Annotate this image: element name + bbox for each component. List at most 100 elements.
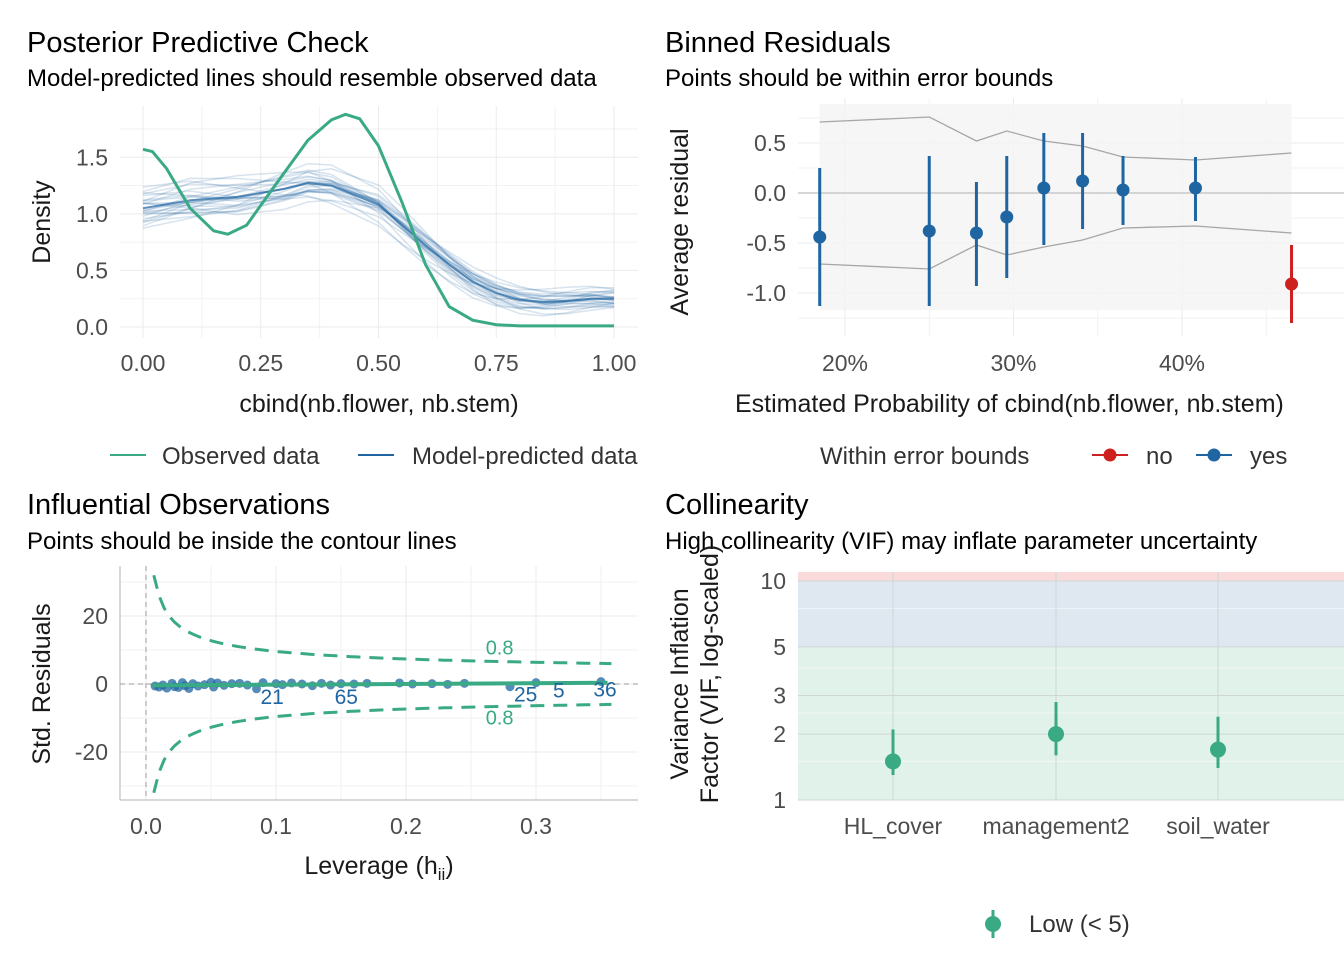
binned-point — [1000, 210, 1014, 224]
binned-error-band — [798, 104, 1344, 310]
ppc-subtitle: Model-predicted lines should resemble ob… — [27, 65, 597, 92]
legend-observed-label: Observed data — [162, 443, 320, 470]
binned-x-axis-label: Estimated Probability of cbind(nb.flower… — [735, 390, 1284, 418]
binned-title: Binned Residuals — [665, 27, 891, 59]
legend-yes-label: yes — [1250, 443, 1287, 470]
binned-y-axis-label: Average residual — [666, 128, 694, 315]
ppc-predicted-replicate-line — [142, 187, 615, 304]
binned-y-tick-label: 0.5 — [754, 130, 786, 156]
binned-y-tick-label: -0.5 — [746, 230, 786, 256]
binned-x-tick-label: 30% — [990, 350, 1036, 376]
influence-x-axis-label: Leverage (hii) — [304, 852, 453, 884]
ppc-x-tick-label: 0.25 — [238, 350, 283, 376]
ppc-predicted-replicate-line — [142, 199, 615, 302]
binned-panel: 20% 30% 40% -1.0 -0.5 0.0 0.5 Binned Residuals… — [665, 27, 1344, 470]
collinearity-x-tick-label: soil_water — [1166, 813, 1270, 839]
influence-x-tick-label: 0.1 — [260, 813, 292, 839]
ppc-predicted-replicate-line — [142, 169, 615, 310]
collinearity-y-tick-label: 3 — [773, 683, 786, 709]
binned-point — [969, 226, 983, 240]
binned-point — [813, 230, 827, 244]
legend-no-swatch-dot — [1103, 448, 1117, 462]
ppc-x-tick-label: 1.00 — [592, 350, 637, 376]
binned-y-tick-label: 0.0 — [754, 180, 786, 206]
binned-point — [1037, 181, 1051, 195]
binned-point — [1076, 174, 1090, 188]
binned-point — [1188, 181, 1202, 195]
binned-error-band-fill — [819, 104, 1292, 310]
ppc-observed-line — [142, 112, 614, 328]
ppc-y-tick-label: 1.0 — [76, 201, 108, 227]
binned-subtitle: Points should be within error bounds — [665, 65, 1053, 92]
influence-loess-line — [152, 680, 608, 688]
ppc-predicted-replicate-line — [142, 176, 615, 305]
binned-legend: Within error bounds no yes — [820, 443, 1287, 470]
collinearity-x-tick-label: HL_cover — [844, 813, 943, 839]
ppc-y-tick-label: 0.0 — [76, 314, 108, 340]
influence-title: Influential Observations — [27, 489, 330, 521]
ppc-grid — [120, 106, 638, 338]
influence-y-tick-label: 20 — [82, 603, 108, 629]
collinearity-points — [885, 702, 1226, 776]
ppc-predicted-replicate-line — [142, 190, 615, 306]
ppc-x-tick-label: 0.75 — [474, 350, 519, 376]
ppc-x-axis-label: cbind(nb.flower, nb.stem) — [239, 390, 518, 418]
collinearity-point — [885, 753, 901, 770]
collinearity-subtitle: High collinearity (VIF) may inflate para… — [665, 528, 1257, 555]
influence-point-label: 21 — [261, 686, 284, 709]
influence-x-tick-label: 0.3 — [520, 813, 552, 839]
influence-y-tick-label: 0 — [95, 671, 108, 697]
binned-point — [1116, 183, 1130, 197]
legend-predicted-label: Model-predicted data — [412, 443, 638, 470]
ppc-lines — [142, 112, 615, 328]
collinearity-point — [1210, 741, 1226, 758]
ppc-x-tick-label: 0.00 — [121, 350, 166, 376]
collinearity-panel: HL_cover management2 soil_water 1 2 3 5 10 Coll… — [665, 489, 1344, 938]
influence-contour-label: 0.8 — [486, 707, 514, 729]
ppc-y-tick-label: 0.5 — [76, 257, 108, 283]
binned-points — [813, 133, 1299, 323]
influence-x-tick-label: 0.2 — [390, 813, 422, 839]
collinearity-low-zone — [798, 646, 1344, 800]
collinearity-y-tick-label: 1 — [773, 787, 786, 813]
binned-legend-title: Within error bounds — [820, 443, 1029, 470]
collinearity-zones — [798, 571, 1344, 800]
ppc-ticks: 0.00 0.25 0.50 0.75 1.00 0.0 0.5 1.0 1.5 — [76, 144, 636, 376]
binned-point — [922, 224, 936, 238]
ppc-predicted-replicate-line — [142, 185, 615, 299]
ppc-predicted-replicate-line — [142, 162, 615, 317]
collinearity-y-tick-label: 2 — [773, 721, 786, 747]
influence-contour-label: 0.8 — [486, 638, 514, 660]
ppc-x-tick-label: 0.50 — [356, 350, 401, 376]
ppc-y-axis-label: Density — [28, 180, 56, 264]
collinearity-y-tick-label: 10 — [760, 568, 786, 594]
collinearity-x-tick-label: management2 — [982, 813, 1129, 839]
ppc-predicted-replicate-line — [142, 189, 615, 308]
influence-point-label: 25 — [514, 684, 537, 707]
influence-contour-lower — [152, 702, 612, 794]
ppc-predicted-replicate-line — [142, 190, 615, 295]
influence-point-label: 65 — [335, 686, 358, 709]
ppc-predicted-replicate-line — [142, 171, 615, 309]
binned-point — [1285, 277, 1299, 291]
influence-y-axis-label: Std. Residuals — [28, 603, 56, 764]
binned-lower-bound-line — [819, 225, 1292, 270]
influence-panel: 0.8 0.8 21 65 25 5 36 0.0 0.1 0.2 0.3 -20 0 20 Infl… — [27, 489, 638, 884]
collinearity-y-axis-label-line1: Variance Inflation — [666, 588, 694, 779]
ppc-title: Posterior Predictive Check — [27, 27, 369, 59]
influence-subtitle: Points should be inside the contour line… — [27, 528, 457, 555]
ppc-panel: 0.00 0.25 0.50 0.75 1.00 0.0 0.5 1.0 1.5 Posteri… — [27, 27, 638, 470]
collinearity-title: Collinearity — [665, 489, 809, 521]
binned-y-tick-label: -1.0 — [746, 280, 786, 306]
ppc-predicted-replicate-line — [142, 175, 615, 310]
influence-contours: 0.8 0.8 — [152, 574, 612, 794]
legend-low-label: Low (< 5) — [1029, 911, 1130, 938]
collinearity-legend: Low (< 5) — [985, 910, 1130, 938]
ppc-predicted-line — [142, 182, 614, 304]
ppc-predicted-replicate-line — [142, 182, 615, 311]
collinearity-high-zone — [798, 571, 1344, 581]
influence-ticks: 0.0 0.1 0.2 0.3 -20 0 20 — [75, 603, 552, 839]
collinearity-moderate-zone — [798, 581, 1344, 647]
influence-point-label: 36 — [593, 679, 616, 702]
